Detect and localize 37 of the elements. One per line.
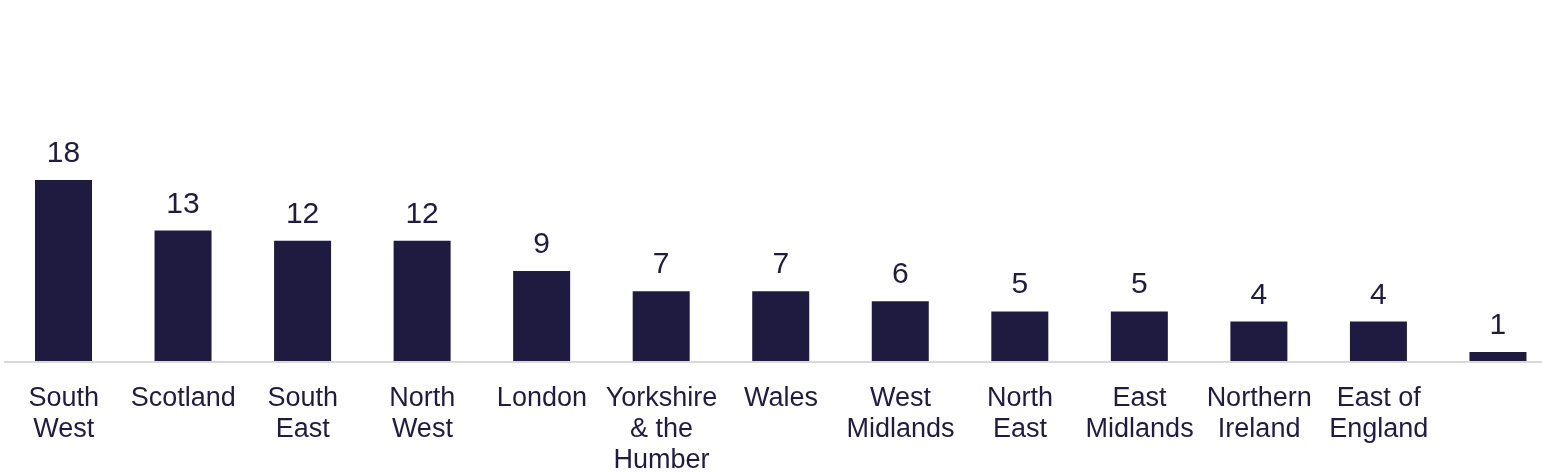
x-tick-label: London [496, 382, 587, 413]
bar [154, 230, 212, 362]
x-tick-label: Yorkshire & the Humber [605, 382, 718, 473]
data-label: 4 [1250, 276, 1268, 310]
bar [991, 311, 1049, 362]
x-tick-label: East of England [1329, 382, 1429, 444]
data-label: 1 [1489, 306, 1507, 340]
x-tick-label: North West [389, 382, 456, 444]
x-tick-label: Northern Ireland [1206, 382, 1312, 444]
x-tick-label: South West [28, 382, 100, 444]
x-tick-label: South East [267, 382, 339, 444]
data-label: 12 [405, 195, 439, 229]
bar [752, 291, 810, 362]
data-label: 7 [772, 246, 790, 280]
data-label: 18 [46, 135, 81, 168]
data-label: 9 [533, 226, 550, 259]
x-tick-label: Scotland [130, 382, 236, 413]
data-label: 13 [166, 185, 200, 219]
bar [1110, 311, 1168, 362]
x-tick-label: West Midlands [846, 382, 955, 444]
bar [1230, 321, 1288, 362]
x-tick-label: North East [987, 382, 1054, 444]
bar [871, 301, 929, 362]
data-label: 5 [1131, 266, 1148, 300]
x-tick-label: Wales [743, 382, 819, 413]
bar [393, 240, 451, 362]
data-label: 12 [285, 195, 320, 229]
data-label: 7 [652, 246, 670, 280]
bar [513, 271, 571, 362]
x-tick-label: East Midlands [1085, 382, 1194, 444]
bar [274, 240, 332, 362]
bar [1349, 321, 1407, 362]
data-label: 5 [1011, 266, 1029, 300]
data-label: 4 [1370, 276, 1387, 310]
bar [35, 180, 92, 362]
bar [632, 291, 690, 362]
data-label: 6 [891, 256, 909, 290]
